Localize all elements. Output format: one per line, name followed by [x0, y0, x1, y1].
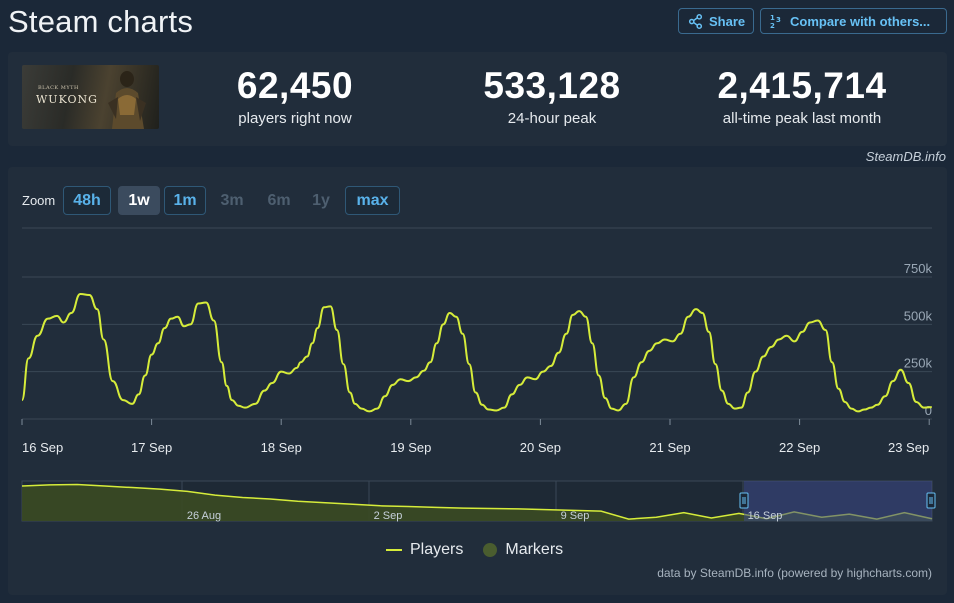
stat-value: 62,450: [236, 65, 354, 106]
stat-label: all-time peak last month: [722, 110, 882, 127]
compare-label: Compare with others...: [790, 13, 931, 29]
zoom-3m-button: 3m: [220, 191, 244, 209]
legend-item-players[interactable]: Players: [386, 541, 463, 559]
wukong-figure-icon: [108, 71, 146, 129]
stats-panel: BLACK MYTH WUKONG 62,450 players right n…: [8, 52, 947, 146]
share-icon: [688, 13, 703, 29]
legend-label: Markers: [505, 541, 564, 558]
y-tick-label: 500k: [904, 308, 933, 323]
x-tick-label: 16 Sep: [22, 440, 63, 455]
zoom-1y-button: 1y: [312, 191, 330, 209]
zoom-max-button[interactable]: max: [345, 186, 400, 215]
player-count-chart[interactable]: 750k 500k 250k 0 16 Sep 17 Sep 18 Sep 19 Sep 20 …: [8, 167, 947, 537]
stat-value: 2,415,714: [717, 65, 887, 106]
legend-line-swatch: [386, 549, 402, 551]
zoom-1w-button[interactable]: 1w: [118, 186, 160, 215]
x-tick-label: 23 Sep: [888, 440, 929, 455]
navigator-tick-label: 26 Aug: [187, 510, 221, 522]
share-button[interactable]: Share: [678, 8, 754, 34]
svg-text:1: 1: [770, 14, 775, 22]
stat-24h-peak: 533,128 24-hour peak: [452, 65, 652, 128]
zoom-1m-button[interactable]: 1m: [164, 186, 206, 215]
y-tick-label: 250k: [904, 356, 933, 371]
page-title: Steam charts: [8, 4, 194, 39]
navigator-tick-label: 2 Sep: [374, 510, 403, 522]
navigator-area: [22, 484, 932, 521]
legend-label: Players: [410, 541, 464, 558]
navigator-selection: [744, 481, 932, 521]
game-logo: BLACK MYTH WUKONG: [36, 85, 98, 106]
stat-label: 24-hour peak: [507, 110, 597, 127]
x-tick-label: 22 Sep: [779, 440, 820, 455]
x-tick-label: 20 Sep: [520, 440, 561, 455]
y-tick-label: 0: [925, 403, 932, 418]
stat-current-players: 62,450 players right now: [195, 65, 395, 128]
chart-credit[interactable]: data by SteamDB.info (powered by highcha…: [657, 566, 932, 580]
zoom-48h-button[interactable]: 48h: [63, 186, 111, 215]
steamdb-credit[interactable]: SteamDB.info: [865, 149, 946, 164]
chart-legend: Players Markers: [386, 541, 563, 559]
navigator-tick-label: 16 Sep: [748, 510, 783, 522]
stat-value: 533,128: [483, 65, 621, 106]
zoom-6m-button: 6m: [267, 191, 291, 209]
game-thumbnail[interactable]: BLACK MYTH WUKONG: [22, 65, 159, 129]
stat-all-time-peak: 2,415,714 all-time peak last month: [702, 65, 902, 128]
chart-panel: Zoom 48h 1w 1m 3m 6m 1y max 750k 500k 250k…: [8, 167, 947, 595]
x-tick-label: 17 Sep: [131, 440, 172, 455]
x-tick-label: 18 Sep: [261, 440, 302, 455]
stat-label: players right now: [238, 110, 352, 127]
navigator-left-handle[interactable]: [739, 492, 749, 509]
y-tick-label: 750k: [904, 261, 933, 276]
x-tick-label: 19 Sep: [390, 440, 431, 455]
compare-button[interactable]: 1 3 2 Compare with others...: [760, 8, 947, 34]
navigator-tick-label: 9 Sep: [561, 510, 590, 522]
legend-dot-swatch: [483, 543, 498, 557]
share-label: Share: [709, 13, 746, 29]
zoom-label: Zoom: [22, 193, 56, 208]
svg-text:2: 2: [770, 22, 775, 29]
x-tick-label: 21 Sep: [649, 440, 690, 455]
navigator-right-handle[interactable]: [926, 492, 936, 509]
svg-text:3: 3: [776, 16, 781, 24]
players-series-line: [21, 293, 932, 413]
legend-item-markers[interactable]: Markers: [483, 541, 563, 559]
compare-numbers-icon: 1 3 2: [770, 14, 781, 29]
